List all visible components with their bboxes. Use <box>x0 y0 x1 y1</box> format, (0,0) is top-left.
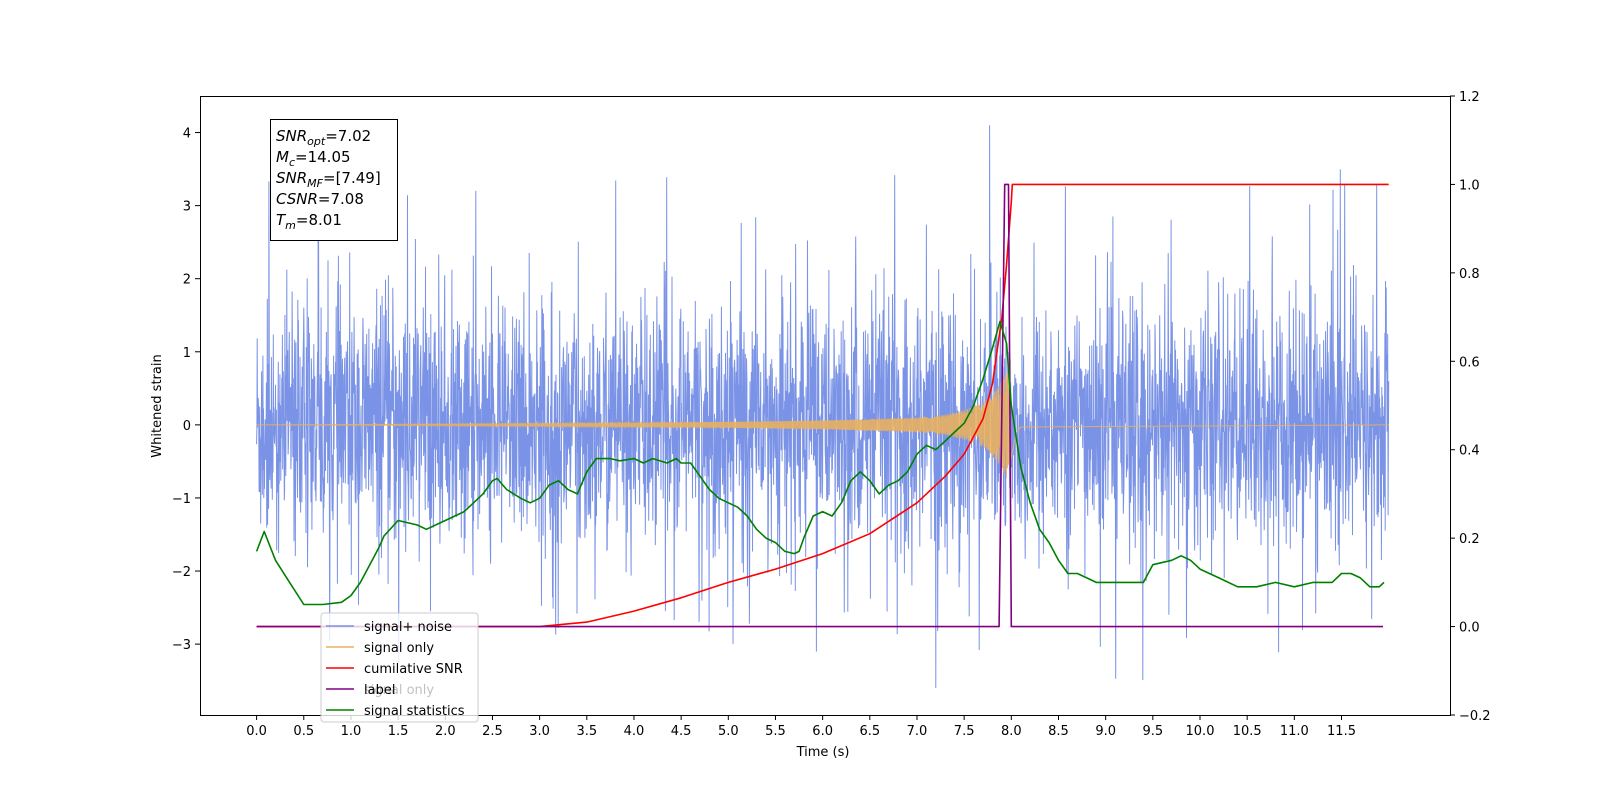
y-tick-label-right: 0.6 <box>1459 355 1480 370</box>
series-signal-statistics <box>255 320 1385 606</box>
x-tick-label: 7.0 <box>907 724 928 739</box>
y-tick-label-left: −3 <box>172 638 191 653</box>
y-tick-label-right: 0.4 <box>1459 444 1480 459</box>
series-signal-plus-noise <box>256 125 1390 689</box>
legend-entry-label-faded: signal only <box>364 683 434 698</box>
stats-value: =14.05 <box>295 148 351 166</box>
x-tick-label: 1.5 <box>388 724 409 739</box>
series-cumulative-snr <box>256 183 1389 628</box>
x-tick-label: 9.0 <box>1095 724 1116 739</box>
stats-var: T <box>276 211 287 229</box>
x-tick-label: 0.5 <box>293 724 314 739</box>
x-tick-label: 10.5 <box>1233 724 1262 739</box>
y-tick-label-right: 0.2 <box>1459 532 1480 547</box>
stats-var: SNR <box>276 127 307 145</box>
legend-entry-label: signal+ noise <box>364 620 452 635</box>
stats-annotation-line: SNRopt=7.02 <box>276 127 371 148</box>
stats-annotation-frame <box>270 119 398 241</box>
x-tick-label: 8.0 <box>1001 724 1022 739</box>
stats-annotation-line: CSNR=7.08 <box>276 190 364 208</box>
x-tick-label: 7.5 <box>954 724 975 739</box>
y-tick-label-left: −2 <box>172 565 191 580</box>
plot-frame <box>200 96 1451 716</box>
stats-annotation-box: SNRopt=7.02Mc=14.05SNRMF=[7.49]CSNR=7.08… <box>270 119 398 241</box>
y-axis-left: 4 3 2 1 0 −1 −2 −3 <box>172 127 200 653</box>
series-signal-only <box>256 371 1389 479</box>
x-tick-label: 8.5 <box>1048 724 1069 739</box>
stats-var: M <box>276 148 289 166</box>
stats-subscript: m <box>285 219 296 232</box>
x-tick-label: 4.0 <box>624 724 645 739</box>
x-tick-label: 5.5 <box>765 724 786 739</box>
x-tick-label: 11.5 <box>1327 724 1356 739</box>
x-tick-label: 5.0 <box>718 724 739 739</box>
stats-value: =8.01 <box>296 211 342 229</box>
x-tick-label: 2.5 <box>482 724 503 739</box>
stats-var: SNR <box>276 169 307 187</box>
y-tick-label-right: 0.0 <box>1459 621 1480 636</box>
stats-annotation-line: SNRMF=[7.49] <box>276 169 381 190</box>
legend-entry-label: signal only <box>364 641 434 656</box>
x-axis-label: Time (s) <box>796 745 850 760</box>
y-axis-right: 1.2 1.0 0.8 0.6 0.4 0.2 0.0 −0.2 <box>1450 90 1491 724</box>
x-tick-label: 3.5 <box>576 724 597 739</box>
stats-value: =7.08 <box>318 190 364 208</box>
legend-entry-label: cumilative SNR <box>364 662 463 677</box>
y-tick-label-left: 3 <box>183 200 191 215</box>
y-tick-label-right: 1.0 <box>1459 178 1480 193</box>
y-axis-label: Whitened strain <box>150 354 165 457</box>
legend: signal+ noise signal only cumilative SNR la… <box>320 612 479 723</box>
y-tick-label-left: 4 <box>183 127 191 142</box>
y-tick-label-left: 0 <box>183 419 191 434</box>
stats-annotation-line: Mc=14.05 <box>276 148 351 169</box>
series-label <box>256 183 1383 628</box>
y-tick-label-left: 1 <box>183 346 191 361</box>
x-tick-label: 1.0 <box>341 724 362 739</box>
x-axis: 0.0 0.5 1.0 1.5 2.0 2.5 3.0 3.5 4.0 4.5 5.0 5.5 6.0 6… <box>246 715 1356 739</box>
stats-value: =[7.49] <box>323 169 381 187</box>
y-tick-label-right: 0.8 <box>1459 267 1480 282</box>
stats-value: =7.02 <box>325 127 371 145</box>
stats-subscript: MF <box>307 177 323 190</box>
legend-entry-label: label <box>364 683 395 698</box>
stats-annotation-line: Tm=8.01 <box>276 211 342 232</box>
stats-var: CSNR <box>276 190 318 208</box>
y-tick-label-right: 1.2 <box>1459 90 1480 105</box>
x-tick-label: 10.0 <box>1186 724 1215 739</box>
stats-subscript: opt <box>307 135 326 148</box>
stats-subscript: c <box>289 156 295 169</box>
legend-entry-label: signal statistics <box>364 704 465 719</box>
series-layer <box>255 125 1390 689</box>
y-tick-label-left: −1 <box>172 492 191 507</box>
x-tick-label: 4.5 <box>671 724 692 739</box>
y-tick-label-right: −0.2 <box>1459 709 1491 724</box>
legend-frame <box>320 612 479 723</box>
x-tick-label: 6.5 <box>859 724 880 739</box>
x-tick-label: 0.0 <box>246 724 267 739</box>
x-tick-label: 6.0 <box>812 724 833 739</box>
x-tick-label: 3.0 <box>529 724 550 739</box>
y-tick-label-left: 2 <box>183 273 191 288</box>
x-tick-label: 11.0 <box>1280 724 1309 739</box>
x-tick-label: 2.0 <box>435 724 456 739</box>
x-tick-label: 9.5 <box>1142 724 1163 739</box>
